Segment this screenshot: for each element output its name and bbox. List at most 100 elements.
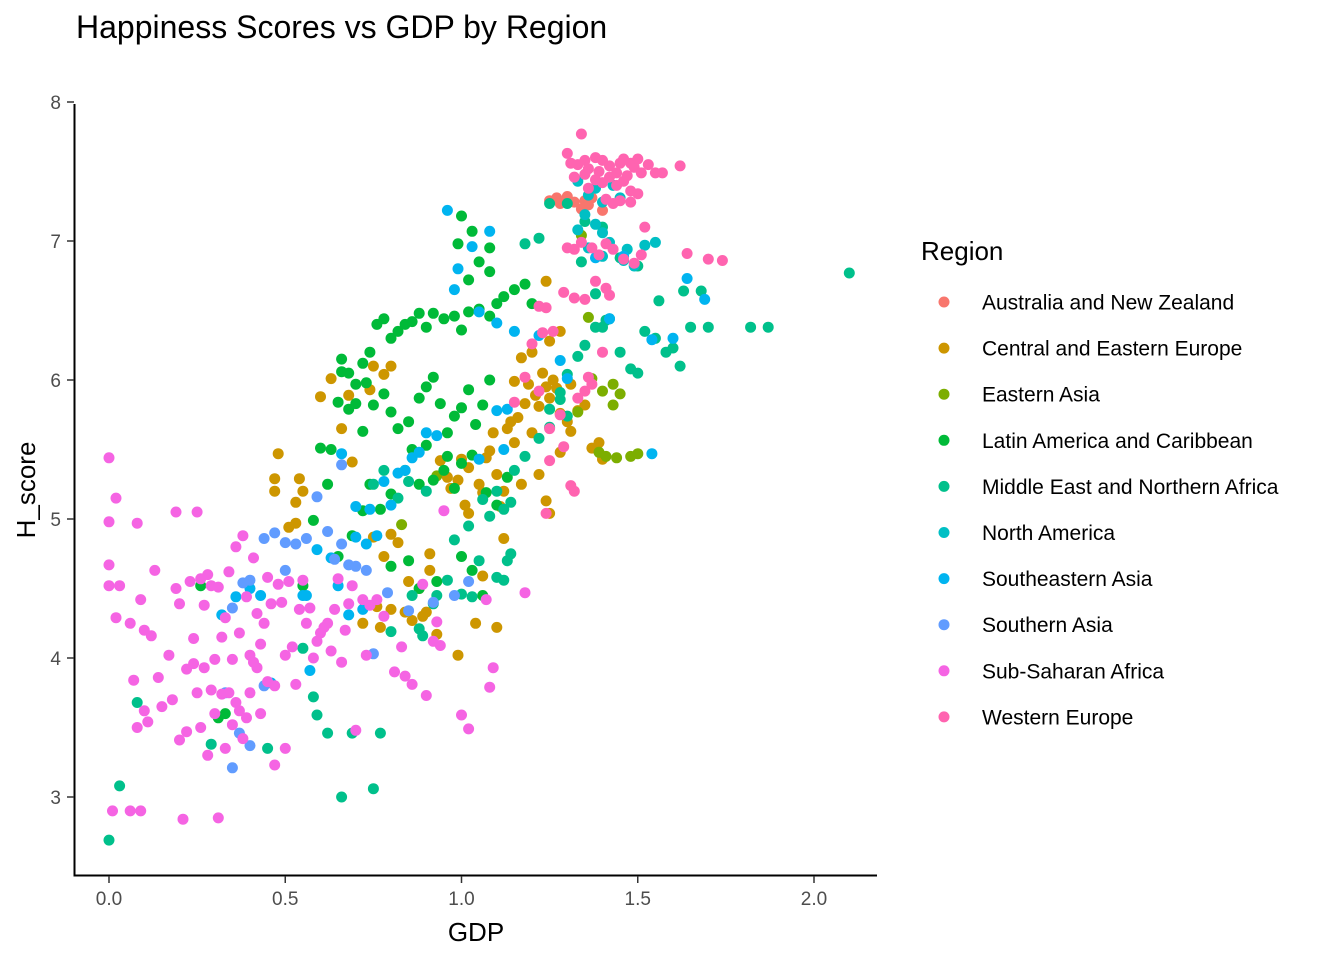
data-point (508, 375, 520, 387)
data-point (371, 594, 383, 606)
data-point (339, 624, 351, 636)
x-tick-label: 1.5 (625, 889, 651, 910)
data-point (674, 160, 686, 172)
data-point (646, 448, 658, 460)
data-point (244, 687, 256, 699)
data-point (544, 198, 556, 209)
data-point (216, 631, 228, 643)
data-point (653, 295, 665, 307)
data-point (279, 649, 291, 661)
data-point (322, 617, 334, 629)
data-point (336, 656, 348, 668)
data-point (452, 474, 464, 486)
data-point (307, 514, 319, 526)
data-point (466, 225, 478, 237)
data-point (357, 357, 369, 369)
data-point (441, 574, 453, 586)
data-point (480, 594, 492, 606)
data-point (262, 742, 274, 754)
data-point (452, 238, 464, 250)
data-point (385, 332, 397, 344)
data-point (177, 813, 189, 825)
data-point (230, 541, 242, 553)
data-point (505, 416, 517, 428)
data-point (484, 374, 496, 386)
y-tick-label: 5 (50, 510, 61, 531)
data-point (202, 749, 214, 761)
data-point (604, 313, 615, 325)
data-point (431, 616, 443, 628)
data-point (614, 346, 626, 358)
data-point (360, 564, 372, 576)
data-point (667, 332, 679, 344)
data-point (392, 423, 404, 435)
data-point (484, 681, 496, 693)
data-point (678, 285, 690, 297)
data-point (561, 147, 573, 159)
data-point (448, 410, 460, 422)
data-point (762, 321, 774, 333)
data-point (174, 598, 185, 610)
data-point (300, 533, 312, 544)
data-point (396, 519, 408, 531)
legend-swatch (938, 296, 950, 308)
data-point (378, 313, 390, 325)
data-point (508, 464, 520, 476)
data-point (745, 321, 757, 333)
data-point (114, 780, 126, 792)
data-point (297, 485, 309, 497)
data-point (456, 709, 467, 721)
data-point (346, 580, 358, 592)
data-point (336, 423, 348, 435)
data-point (438, 313, 450, 325)
data-point (124, 617, 136, 629)
data-point (142, 716, 154, 728)
data-point (403, 576, 415, 587)
data-point (170, 583, 182, 594)
data-point (403, 605, 415, 617)
data-point (311, 635, 323, 647)
data-point (554, 409, 566, 421)
data-point (420, 381, 432, 393)
data-point (441, 204, 453, 216)
data-point (607, 399, 619, 411)
data-point (604, 289, 615, 301)
data-point (226, 653, 238, 665)
data-point (438, 464, 450, 476)
data-point (107, 805, 118, 817)
legend-swatch (938, 619, 950, 631)
data-point (540, 275, 552, 287)
data-point (290, 496, 302, 508)
data-point (329, 603, 341, 615)
legend: Region Australia and New Zealand Central … (921, 236, 1279, 729)
data-point (241, 712, 252, 724)
data-point (315, 442, 326, 454)
data-point (537, 367, 549, 379)
data-point (283, 521, 295, 533)
data-point (448, 284, 460, 296)
data-point (223, 687, 235, 699)
legend-swatch (938, 527, 950, 538)
legend-swatch (938, 434, 950, 446)
data-point (226, 762, 238, 774)
data-point (329, 553, 341, 565)
data-point (431, 576, 443, 587)
data-point (378, 368, 390, 380)
data-point (202, 569, 214, 581)
data-point (258, 533, 270, 544)
data-point (367, 360, 379, 372)
data-point (427, 307, 439, 319)
data-point (367, 399, 379, 411)
data-point (540, 302, 552, 314)
data-point (293, 473, 305, 485)
data-point (508, 325, 520, 337)
data-point (491, 621, 503, 633)
data-point (237, 530, 249, 542)
data-point (540, 507, 552, 519)
data-point (463, 274, 475, 286)
data-point (463, 723, 475, 735)
data-point (466, 564, 478, 576)
data-point (533, 400, 545, 412)
data-point (269, 680, 281, 692)
data-point (322, 727, 334, 739)
